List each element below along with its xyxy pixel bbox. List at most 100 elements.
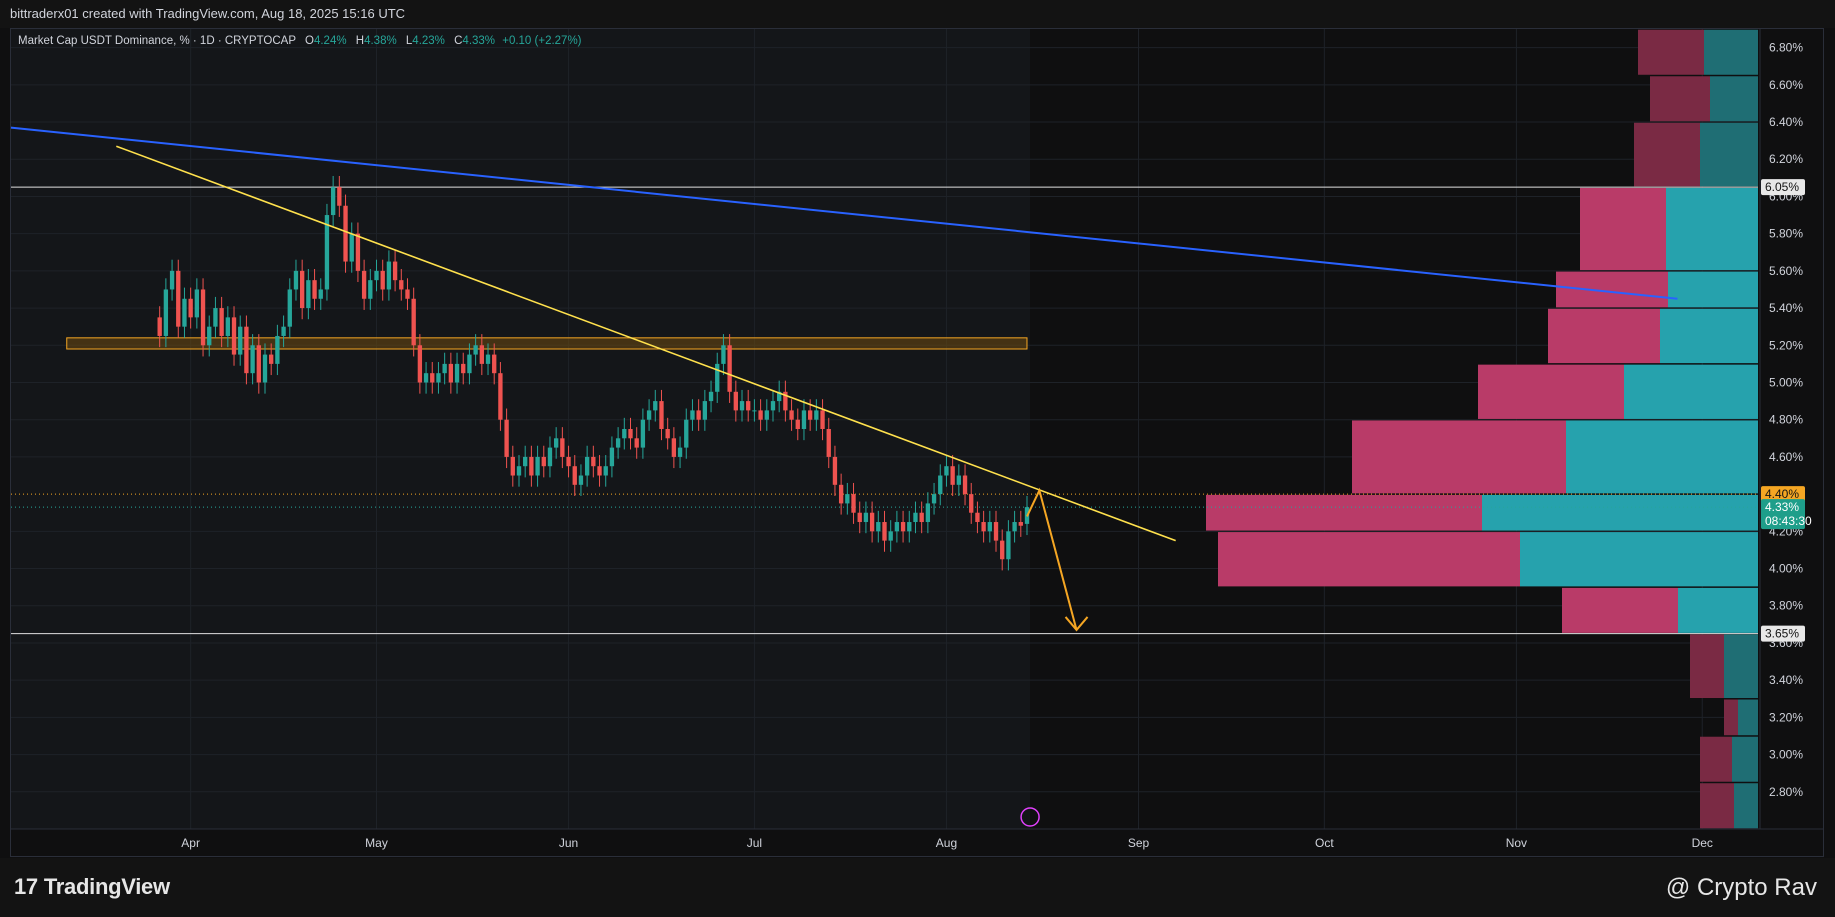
candle-body <box>312 280 317 299</box>
y-tick-label: 5.20% <box>1769 338 1803 352</box>
volume-profile-buy-bar <box>1624 364 1758 419</box>
candle-body <box>646 410 652 420</box>
candle-body <box>938 475 943 495</box>
candle-body <box>665 429 670 439</box>
volume-profile-sell-bar <box>1562 587 1678 633</box>
resistance-zone[interactable] <box>66 337 1028 350</box>
y-tick-label: 5.80% <box>1769 227 1803 241</box>
projection-arrow[interactable] <box>1026 487 1078 631</box>
candle-body <box>176 270 181 327</box>
candle-body <box>535 456 540 476</box>
current-price-badge-bg <box>1761 499 1805 530</box>
volume-profile-buy-bar <box>1738 699 1758 736</box>
candle-body <box>913 512 918 523</box>
candle-body <box>696 410 701 420</box>
candle-body <box>349 233 354 262</box>
lightning-icon[interactable] <box>1020 807 1040 827</box>
volume-profile-buy-bar <box>1566 420 1758 494</box>
level-price-badge: 3.65% <box>1765 627 1799 641</box>
candle-body <box>343 205 348 262</box>
candle-body <box>287 289 292 327</box>
candle-body <box>634 438 639 448</box>
x-tick-label: Oct <box>1315 836 1334 850</box>
candle-body <box>783 391 788 411</box>
candle-body <box>262 354 268 383</box>
candle-body <box>355 233 361 271</box>
candle-body <box>882 522 887 541</box>
open-value: 4.24% <box>313 35 347 47</box>
high-label: H <box>355 35 365 47</box>
candle-body <box>281 326 286 336</box>
candle-body <box>758 410 763 420</box>
x-tick-label: Sep <box>1128 836 1150 850</box>
candle-body <box>987 522 992 532</box>
volume-profile-sell-bar <box>1580 187 1666 271</box>
candle-body <box>374 270 379 281</box>
candle-body <box>659 401 664 429</box>
yellow-trendline[interactable] <box>116 145 1176 542</box>
candle-body <box>795 419 800 429</box>
candle-body <box>361 270 367 299</box>
candle-body <box>485 354 491 364</box>
author-watermark: @ Crypto Rav <box>1666 874 1817 902</box>
low-label: L <box>405 35 413 47</box>
volume-profile-buy-bar <box>1520 532 1758 587</box>
candle-body <box>337 187 342 206</box>
level-price-badge-bg <box>1761 625 1805 642</box>
symbol-legend: Market Cap USDT Dominance, % · 1D · CRYP… <box>18 35 582 47</box>
volume-profile-buy-bar <box>1678 587 1758 633</box>
candle-body <box>523 456 528 467</box>
candle-body <box>492 354 497 374</box>
candle-body <box>801 410 807 429</box>
author-line: bittraderx01 created with TradingView.co… <box>10 6 406 21</box>
volume-profile-sell-bar <box>1700 783 1734 829</box>
level-price-badge: 6.05% <box>1765 180 1799 194</box>
watermark-text: @ Crypto Rav <box>1665 874 1817 901</box>
candle-body <box>405 289 410 299</box>
y-tick-label: 6.80% <box>1769 41 1803 55</box>
y-tick-label: 3.40% <box>1769 673 1803 687</box>
candle-body <box>269 354 274 364</box>
candle-body <box>733 391 738 411</box>
dotted-price-badge: 4.40% <box>1765 487 1799 501</box>
candle-body <box>628 429 633 439</box>
tradingview-logo[interactable]: 17 TradingView <box>14 874 170 900</box>
candle-body <box>814 410 819 420</box>
candle-body <box>690 410 695 420</box>
candle-body <box>250 345 255 374</box>
candle-body <box>820 410 825 429</box>
candle-body <box>888 531 893 541</box>
candle-body <box>653 401 658 411</box>
candle-body <box>547 447 553 467</box>
candle-body <box>993 522 999 541</box>
volume-profile-sell-bar <box>1650 76 1710 122</box>
candle-body <box>752 410 757 412</box>
volume-profile-sell-bar <box>1478 364 1624 419</box>
blue-trendline[interactable] <box>10 126 1678 300</box>
candle-body <box>702 401 708 420</box>
y-tick-label: 2.80% <box>1769 785 1803 799</box>
volume-profile-buy-bar <box>1660 308 1758 364</box>
y-tick-label: 5.40% <box>1769 301 1803 315</box>
candle-body <box>857 512 862 523</box>
candle-body <box>182 298 187 327</box>
y-tick-label: 4.60% <box>1769 450 1803 464</box>
candle-body <box>640 419 646 448</box>
candle-body <box>324 215 330 290</box>
candle-body <box>956 475 962 485</box>
candle-body <box>925 503 931 523</box>
candle-body <box>299 270 305 309</box>
candle-body <box>900 522 906 532</box>
candle-body <box>826 429 831 457</box>
candle-body <box>231 317 237 355</box>
candle-body <box>330 187 336 216</box>
candle-body <box>1018 522 1023 526</box>
close-label: C <box>454 35 463 47</box>
candle-body <box>584 456 590 476</box>
candle-body <box>163 289 169 336</box>
candle-body <box>454 363 460 383</box>
candle-body <box>473 345 478 355</box>
candle-body <box>907 522 912 532</box>
candle-body <box>727 345 732 392</box>
